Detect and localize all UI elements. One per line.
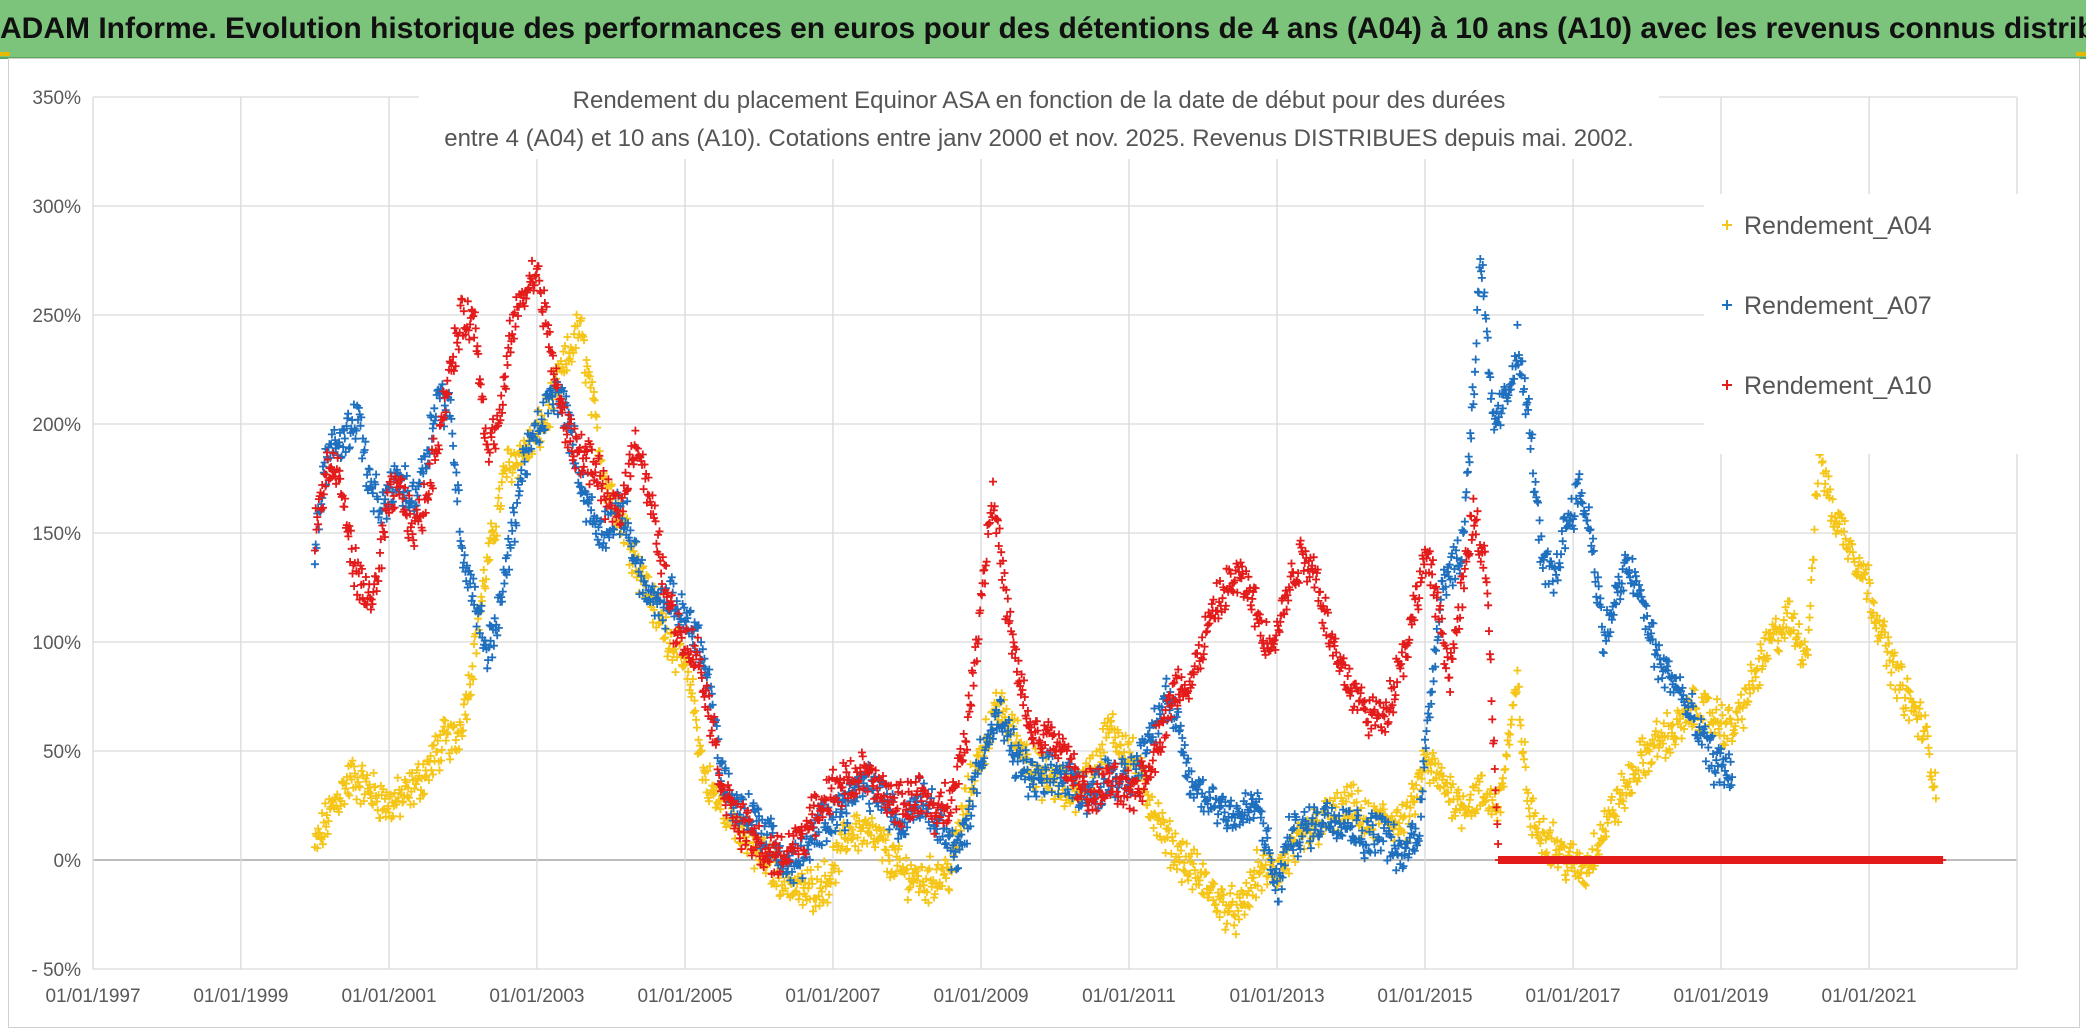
legend-background [1704, 194, 2024, 454]
x-tick-label: 01/01/2013 [1230, 986, 1325, 1007]
scatter-chart: - 50% 0% 50% 100% 150% 200% 250% 300% 350% 01/01… [31, 63, 2024, 1007]
series-Rendement_A07 [310, 255, 1737, 906]
legend-label: Rendement_A04 [1744, 212, 1932, 240]
x-tick-label: 01/01/1997 [45, 986, 140, 1007]
series-markers [310, 255, 1737, 906]
banner-title: ADAM Informe. Evolution historique des p… [0, 12, 2086, 45]
series-markers [310, 256, 1947, 879]
x-tick-label: 01/01/2015 [1377, 986, 1472, 1007]
y-tick-label: 150% [32, 524, 81, 545]
y-tick-label: 250% [32, 306, 81, 327]
plot-area [310, 255, 1947, 939]
legend-marker [1722, 300, 1732, 310]
series-Rendement_A10 [310, 256, 1947, 879]
chart-grid [92, 96, 2018, 970]
legend-label: Rendement_A07 [1744, 292, 1932, 320]
x-tick-label: 01/01/2017 [1526, 986, 1621, 1007]
y-tick-label: 200% [32, 415, 81, 436]
legend-item: Rendement_A07 [1722, 292, 1932, 320]
legend: Rendement_A04 Rendement_A07 Rendement_A10 [1722, 212, 1932, 400]
x-tick-label: 01/01/2005 [637, 986, 732, 1007]
legend-item: Rendement_A04 [1722, 212, 1932, 240]
x-tick-label: 01/01/1999 [193, 986, 288, 1007]
y-tick-label: 300% [32, 197, 81, 218]
x-tick-label: 01/01/2007 [785, 986, 880, 1007]
y-tick-label: 50% [43, 742, 81, 763]
chart-title-line-1: Rendement du placement Equinor ASA en fo… [573, 87, 1506, 114]
x-tick-label: 01/01/2009 [933, 986, 1028, 1007]
header-banner: ADAM Informe. Evolution historique des p… [0, 0, 2086, 59]
corner-marker-right [2076, 52, 2086, 56]
y-tick-label: 100% [32, 633, 81, 654]
y-tick-label: - 50% [31, 960, 81, 981]
y-tick-label: 350% [32, 88, 81, 109]
x-tick-label: 01/01/2021 [1822, 986, 1917, 1007]
y-tick-label: 0% [54, 851, 82, 872]
legend-marker [1722, 220, 1732, 230]
legend-item: Rendement_A10 [1722, 372, 1932, 400]
legend-label: Rendement_A10 [1744, 372, 1932, 400]
title-background [419, 63, 1659, 159]
x-axis-ticks: 01/01/1997 01/01/1999 01/01/2001 01/01/2003… [45, 986, 1916, 1007]
x-tick-label: 01/01/2003 [489, 986, 584, 1007]
corner-marker-left [0, 52, 10, 56]
chart-title-line-2: entre 4 (A04) et 10 ans (A10). Cotations… [444, 125, 1634, 152]
chart-frame: - 50% 0% 50% 100% 150% 200% 250% 300% 350% 01/01… [8, 58, 2080, 1028]
x-tick-label: 01/01/2001 [341, 986, 436, 1007]
y-axis-ticks: - 50% 0% 50% 100% 150% 200% 250% 300% 350% [31, 88, 81, 981]
x-tick-label: 01/01/2019 [1673, 986, 1768, 1007]
x-tick-label: 01/01/2011 [1082, 986, 1176, 1007]
legend-marker [1722, 380, 1732, 390]
